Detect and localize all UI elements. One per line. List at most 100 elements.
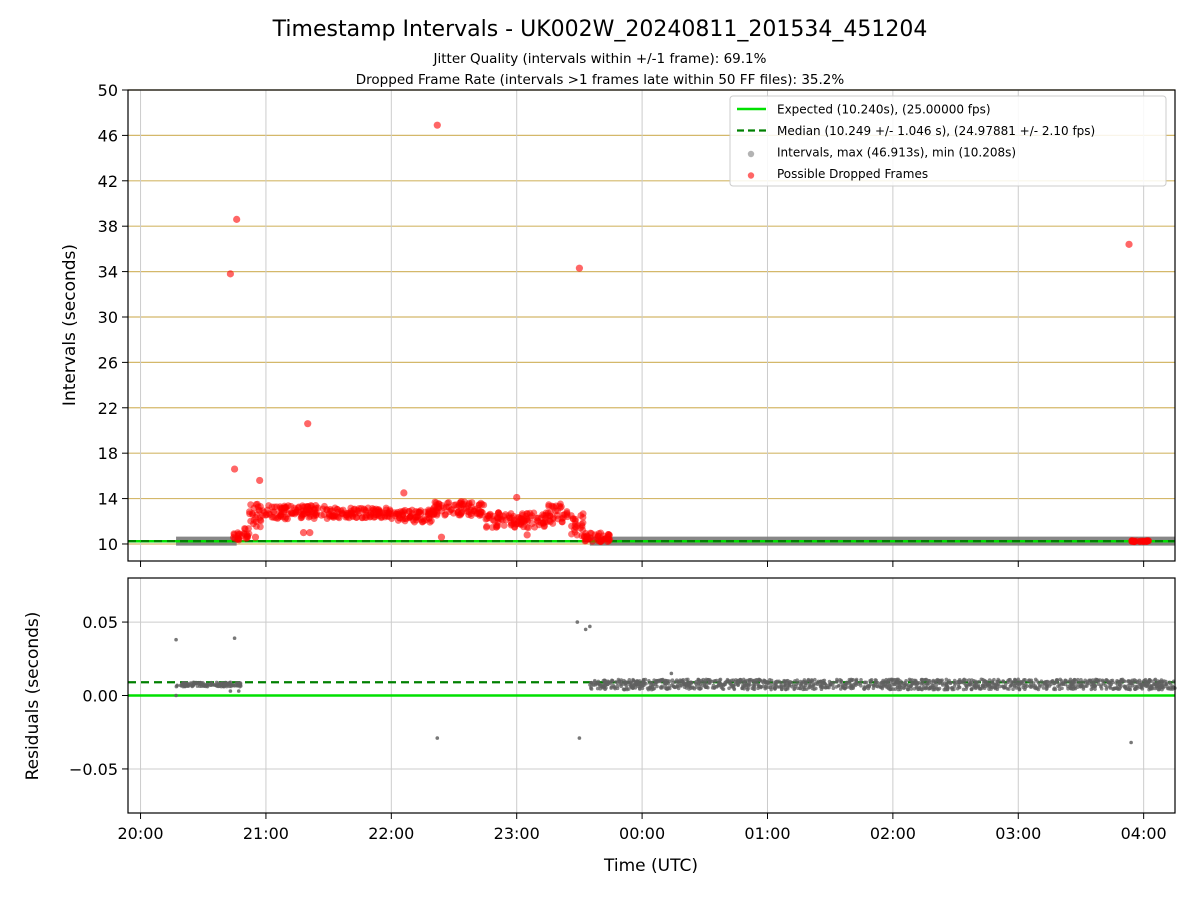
residual-point: [1160, 682, 1165, 687]
dropped-frame-point: [406, 514, 414, 522]
residual-point: [957, 685, 962, 690]
residual-point: [1017, 687, 1022, 692]
residual-point: [970, 678, 974, 682]
residual-point: [926, 678, 931, 683]
residual-point: [834, 685, 839, 689]
residuals-panel: 0.05 0.00 −0.05 20:00 21:00 22:00 23:00 00:00 01…: [69, 577, 1177, 843]
residual-point: [967, 678, 972, 682]
residual-point: [962, 677, 967, 682]
residual-point: [968, 681, 972, 686]
residual-point: [1108, 685, 1112, 689]
dropped-frame-point: [277, 512, 285, 520]
residual-point: [924, 686, 929, 690]
residual-point: [619, 684, 623, 689]
intervals-y-tick-label: 10: [98, 535, 118, 554]
x-tick-label: 04:00: [1121, 824, 1167, 843]
residual-point: [231, 683, 236, 687]
residual-point: [911, 681, 915, 685]
dropped-frame-point: [516, 515, 524, 523]
residual-point: [850, 678, 854, 682]
residual-point: [909, 684, 913, 689]
residual-point: [732, 687, 737, 692]
residual-point: [1168, 682, 1173, 686]
residual-point: [697, 684, 702, 689]
residual-point: [1023, 682, 1028, 687]
x-tick-label: 02:00: [870, 824, 916, 843]
residual-point: [1110, 678, 1115, 683]
residual-point: [998, 684, 1002, 689]
residual-point: [815, 682, 820, 687]
residual-point: [734, 678, 738, 682]
dropped-frame-point: [517, 521, 525, 529]
residual-point: [741, 683, 745, 688]
dropped-frame-point: [256, 476, 264, 485]
dropped-frame-point: [533, 514, 541, 522]
dropped-frame-point: [251, 533, 260, 541]
residual-point: [844, 682, 848, 687]
residual-point: [597, 684, 602, 688]
residual-point: [1071, 684, 1075, 688]
dropped-frame-point: [539, 511, 547, 519]
dropped-frame-point: [433, 511, 441, 519]
residual-point: [827, 679, 832, 684]
residual-point: [1168, 685, 1173, 690]
residual-point: [435, 736, 440, 740]
residual-point: [785, 685, 790, 690]
residual-point: [1099, 684, 1103, 689]
residual-point: [641, 677, 646, 682]
residual-point: [1060, 686, 1064, 691]
dropped-frame-point: [256, 514, 264, 521]
residual-point: [174, 693, 178, 698]
residual-point: [717, 678, 722, 682]
intervals-y-tick-label: 38: [98, 217, 118, 236]
dropped-frame-point: [531, 523, 539, 531]
residual-point: [1068, 683, 1072, 688]
dropped-frame-point: [282, 514, 290, 521]
residual-point: [1041, 686, 1046, 690]
residual-point: [1055, 678, 1059, 682]
residual-point: [187, 682, 192, 687]
residual-point: [899, 680, 904, 685]
residual-point: [604, 683, 608, 687]
residuals-y-tick-label: −0.05: [69, 760, 118, 779]
dropped-frame-point: [371, 513, 379, 521]
residual-point: [891, 677, 896, 682]
residual-point: [613, 686, 617, 691]
residual-point: [810, 686, 815, 691]
residual-point: [697, 681, 701, 685]
residual-point: [1094, 678, 1099, 682]
residual-point: [818, 679, 823, 684]
residual-point: [944, 677, 949, 682]
residual-point: [859, 683, 863, 688]
residual-point: [1090, 680, 1095, 685]
residual-point: [880, 686, 885, 691]
residual-point: [798, 686, 802, 691]
dropped-frame-point: [428, 517, 435, 525]
residual-point: [841, 683, 845, 687]
residual-point: [1069, 686, 1074, 691]
residual-point: [903, 681, 907, 685]
residual-point: [919, 677, 924, 682]
subtitle-jitter: Jitter Quality (intervals within +/-1 fr…: [433, 51, 767, 67]
residual-point: [631, 677, 635, 682]
x-tick-label: 00:00: [619, 824, 665, 843]
residual-point: [969, 687, 974, 692]
residual-point: [741, 677, 746, 682]
residual-point: [853, 683, 858, 688]
residual-point: [789, 680, 794, 685]
dropped-frame-point: [338, 510, 345, 518]
dropped-frame-point: [230, 465, 239, 473]
dropped-frame-point: [502, 516, 510, 524]
residual-point: [1013, 681, 1018, 686]
residual-point: [873, 678, 878, 682]
intervals-axes-frame: [127, 89, 1176, 562]
residual-point: [640, 686, 645, 691]
dropped-frame-point: [567, 512, 575, 519]
residual-point: [1153, 677, 1158, 682]
residual-point: [879, 680, 884, 685]
residual-point: [236, 689, 241, 693]
residual-point: [610, 679, 615, 683]
residual-point: [893, 682, 898, 687]
residual-point: [232, 636, 237, 641]
residual-point: [781, 685, 786, 689]
